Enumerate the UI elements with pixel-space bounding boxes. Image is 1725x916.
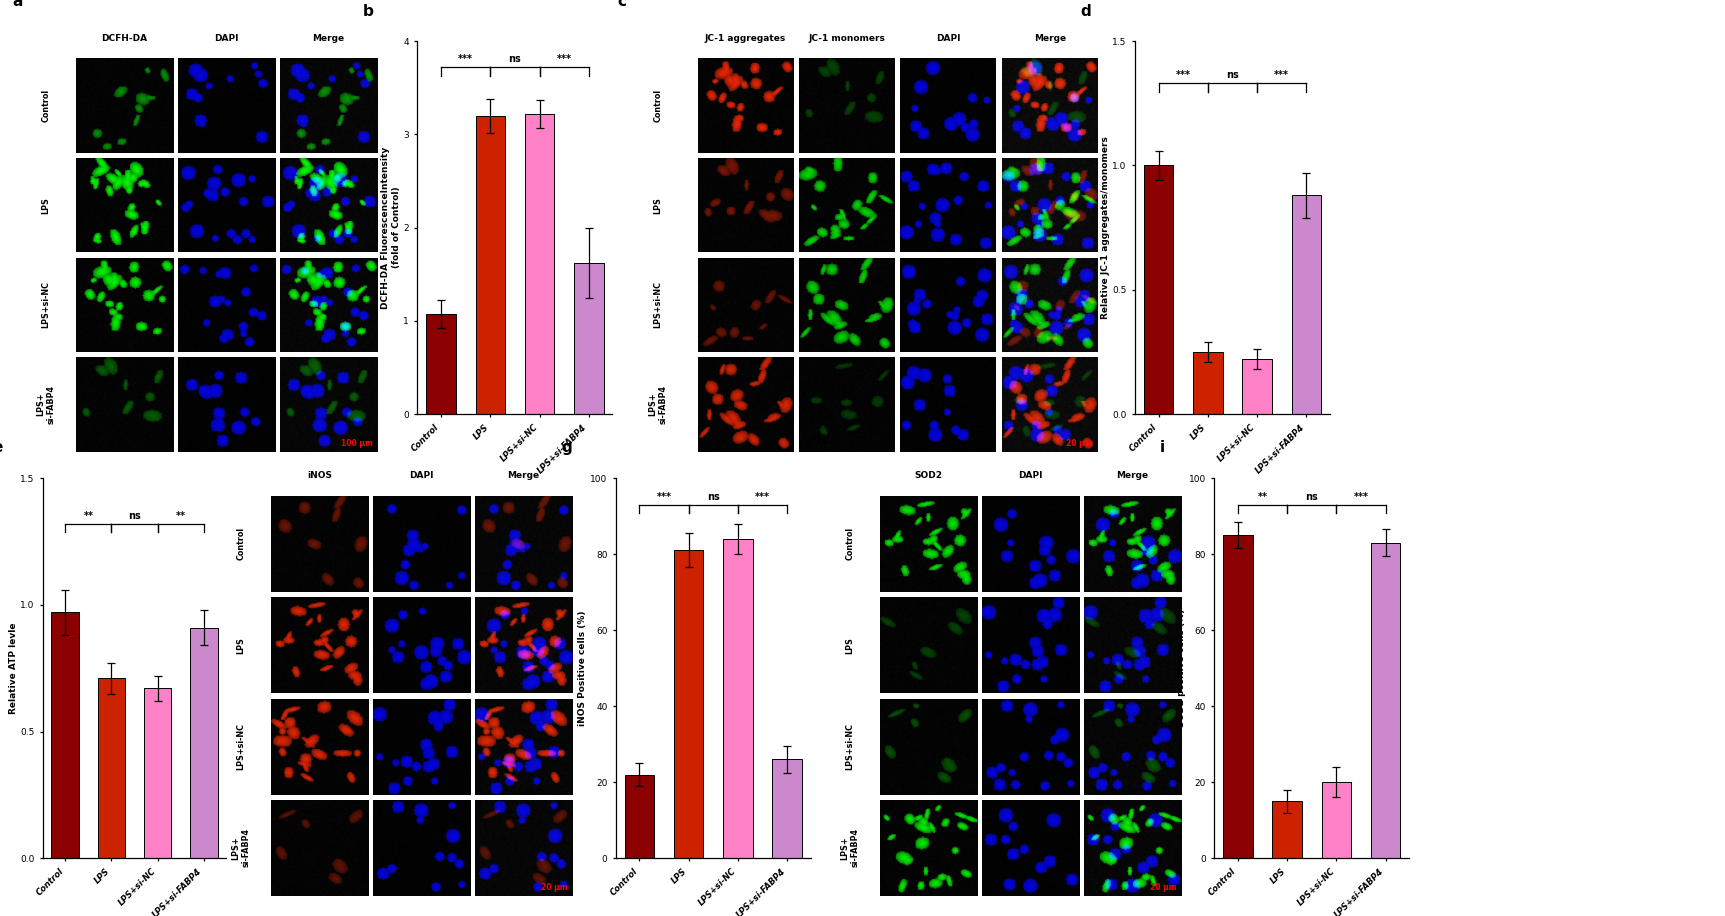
Bar [674, 551, 704, 858]
Bar [524, 114, 554, 414]
Text: LPS+si-NC: LPS+si-NC [236, 723, 245, 770]
Bar [1371, 543, 1401, 858]
Bar [1223, 535, 1252, 858]
Y-axis label: DCFH-DA FluorescenceIntensity
(fold of Control): DCFH-DA FluorescenceIntensity (fold of C… [381, 147, 400, 309]
Text: LPS: LPS [845, 637, 854, 654]
Text: DAPI: DAPI [214, 34, 238, 43]
Text: Control: Control [236, 528, 245, 561]
Bar [52, 613, 79, 858]
Text: iNOS: iNOS [307, 471, 331, 480]
Bar [574, 263, 604, 414]
Text: 20 μm: 20 μm [542, 883, 568, 892]
Text: Merge: Merge [1033, 34, 1066, 43]
Text: ns: ns [707, 492, 719, 502]
Text: ns: ns [1226, 71, 1239, 81]
Text: Control: Control [41, 89, 50, 122]
Bar [1144, 166, 1173, 414]
Text: LPS: LPS [41, 197, 50, 213]
Text: LPS+
si-FABP4: LPS+ si-FABP4 [36, 385, 55, 424]
Text: ***: *** [1275, 71, 1289, 81]
Text: h: h [816, 431, 826, 446]
Text: g: g [561, 441, 573, 455]
Text: LPS+
si-FABP4: LPS+ si-FABP4 [840, 828, 859, 867]
Text: JC-1 monomers: JC-1 monomers [809, 34, 885, 43]
Text: d: d [1080, 4, 1092, 19]
Bar [426, 314, 455, 414]
Bar [1321, 782, 1351, 858]
Text: LPS+si-NC: LPS+si-NC [654, 281, 662, 328]
Text: LPS+si-NC: LPS+si-NC [845, 723, 854, 770]
Text: JC-1 aggregates: JC-1 aggregates [706, 34, 787, 43]
Text: DAPI: DAPI [1018, 471, 1042, 480]
Text: Control: Control [845, 528, 854, 561]
Text: ns: ns [1306, 492, 1318, 502]
Text: ***: *** [557, 54, 571, 64]
Bar [98, 679, 126, 858]
Bar [1194, 352, 1223, 414]
Text: LPS+si-NC: LPS+si-NC [41, 281, 50, 328]
Text: Control: Control [654, 89, 662, 122]
Bar [476, 115, 505, 414]
Text: DAPI: DAPI [937, 34, 961, 43]
Bar [1273, 802, 1302, 858]
Text: Merge: Merge [507, 471, 540, 480]
Bar [1242, 359, 1271, 414]
Text: **: ** [1258, 492, 1268, 502]
Text: 20 μm: 20 μm [1066, 439, 1094, 448]
Y-axis label: Relative ATP levle: Relative ATP levle [9, 623, 17, 714]
Bar [773, 759, 802, 858]
Text: Merge: Merge [1116, 471, 1149, 480]
Text: SOD2: SOD2 [914, 471, 942, 480]
Text: Merge: Merge [312, 34, 345, 43]
Text: LPS: LPS [654, 197, 662, 213]
Text: e: e [0, 441, 2, 455]
Y-axis label: iNOS Positive cells (%): iNOS Positive cells (%) [578, 610, 588, 726]
Text: LPS: LPS [236, 637, 245, 654]
Text: a: a [12, 0, 22, 9]
Text: ns: ns [509, 54, 521, 64]
Text: DAPI: DAPI [409, 471, 433, 480]
Text: LPS+
si-FABP4: LPS+ si-FABP4 [231, 828, 250, 867]
Bar [624, 775, 654, 858]
Text: c: c [618, 0, 626, 9]
Text: **: ** [176, 511, 186, 520]
Y-axis label: Relative JC-1 aggregates/monomers: Relative JC-1 aggregates/monomers [1101, 136, 1109, 319]
Text: **: ** [83, 511, 93, 520]
Text: ***: *** [756, 492, 769, 502]
Bar [143, 689, 171, 858]
Text: 100 μm: 100 μm [340, 439, 373, 448]
Text: LPS+
si-FABP4: LPS+ si-FABP4 [649, 385, 668, 424]
Text: 20 μm: 20 μm [1151, 883, 1176, 892]
Text: ***: *** [459, 54, 473, 64]
Text: ***: *** [1354, 492, 1368, 502]
Text: ns: ns [128, 511, 141, 520]
Text: ***: *** [657, 492, 671, 502]
Text: DCFH-DA: DCFH-DA [102, 34, 148, 43]
Text: ***: *** [1176, 71, 1190, 81]
Bar [723, 539, 752, 858]
Y-axis label: SOD2 positive cells (%): SOD2 positive cells (%) [1176, 609, 1187, 727]
Bar [1292, 195, 1321, 414]
Bar [190, 627, 217, 858]
Text: b: b [362, 4, 374, 19]
Text: f: f [210, 431, 217, 446]
Text: i: i [1159, 441, 1164, 455]
